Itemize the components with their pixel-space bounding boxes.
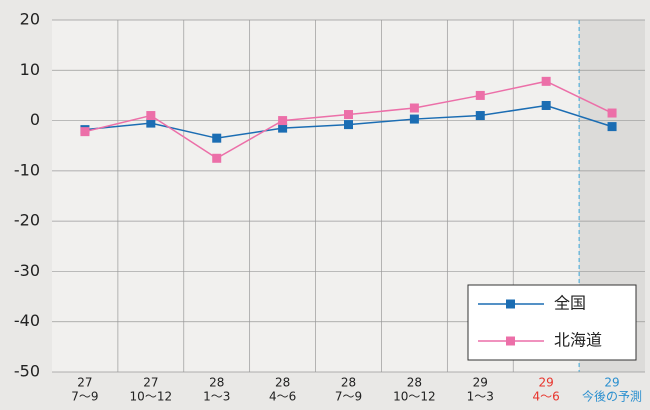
- x-tick-label: 1〜3: [467, 390, 494, 404]
- point: [278, 123, 288, 133]
- point: [475, 90, 485, 100]
- point: [212, 153, 222, 163]
- point: [146, 118, 156, 128]
- y-tick-label: 0: [30, 110, 40, 129]
- point: [80, 127, 90, 137]
- y-tick-label: -20: [14, 211, 40, 230]
- legend-box: [467, 284, 637, 361]
- x-tick-label: 28: [341, 376, 356, 390]
- point: [541, 100, 551, 110]
- y-tick-label: -50: [14, 362, 40, 381]
- y-tick-label: 20: [20, 10, 40, 29]
- x-tick-label: 29: [604, 376, 619, 390]
- y-tick-label: 10: [20, 60, 40, 79]
- legend-label: 北海道: [554, 331, 602, 350]
- x-tick-label: 28: [209, 376, 224, 390]
- point: [344, 110, 353, 120]
- y-tick-label: -40: [14, 311, 40, 330]
- x-tick-label: 今後の予測: [582, 389, 642, 404]
- legend-marker: [506, 336, 515, 346]
- point: [212, 133, 222, 143]
- x-tick-label: 10〜12: [393, 390, 436, 404]
- x-tick-label: 4〜6: [533, 390, 560, 404]
- x-tick-label: 28: [275, 376, 290, 390]
- legend-label: 全国: [554, 294, 586, 313]
- point: [344, 120, 353, 130]
- point: [146, 111, 156, 121]
- x-tick-label: 1〜3: [203, 390, 230, 404]
- point: [475, 111, 485, 121]
- x-tick-label: 7〜9: [335, 390, 362, 404]
- x-tick-label: 4〜6: [269, 390, 296, 404]
- x-tick-label: 27: [143, 376, 158, 390]
- point: [607, 108, 617, 118]
- point: [278, 116, 288, 126]
- x-tick-label: 10〜12: [130, 390, 173, 404]
- point: [409, 103, 419, 113]
- legend-marker: [506, 299, 515, 309]
- x-tick-label: 28: [407, 376, 422, 390]
- x-tick-label: 27: [77, 376, 92, 390]
- y-tick-label: -10: [14, 160, 40, 179]
- x-tick-label: 29: [539, 376, 554, 390]
- x-tick-label: 29: [473, 376, 488, 390]
- x-tick-label: 7〜9: [71, 390, 98, 404]
- y-tick-label: -30: [14, 261, 40, 280]
- point: [607, 122, 617, 132]
- point: [541, 76, 551, 86]
- point: [409, 114, 419, 124]
